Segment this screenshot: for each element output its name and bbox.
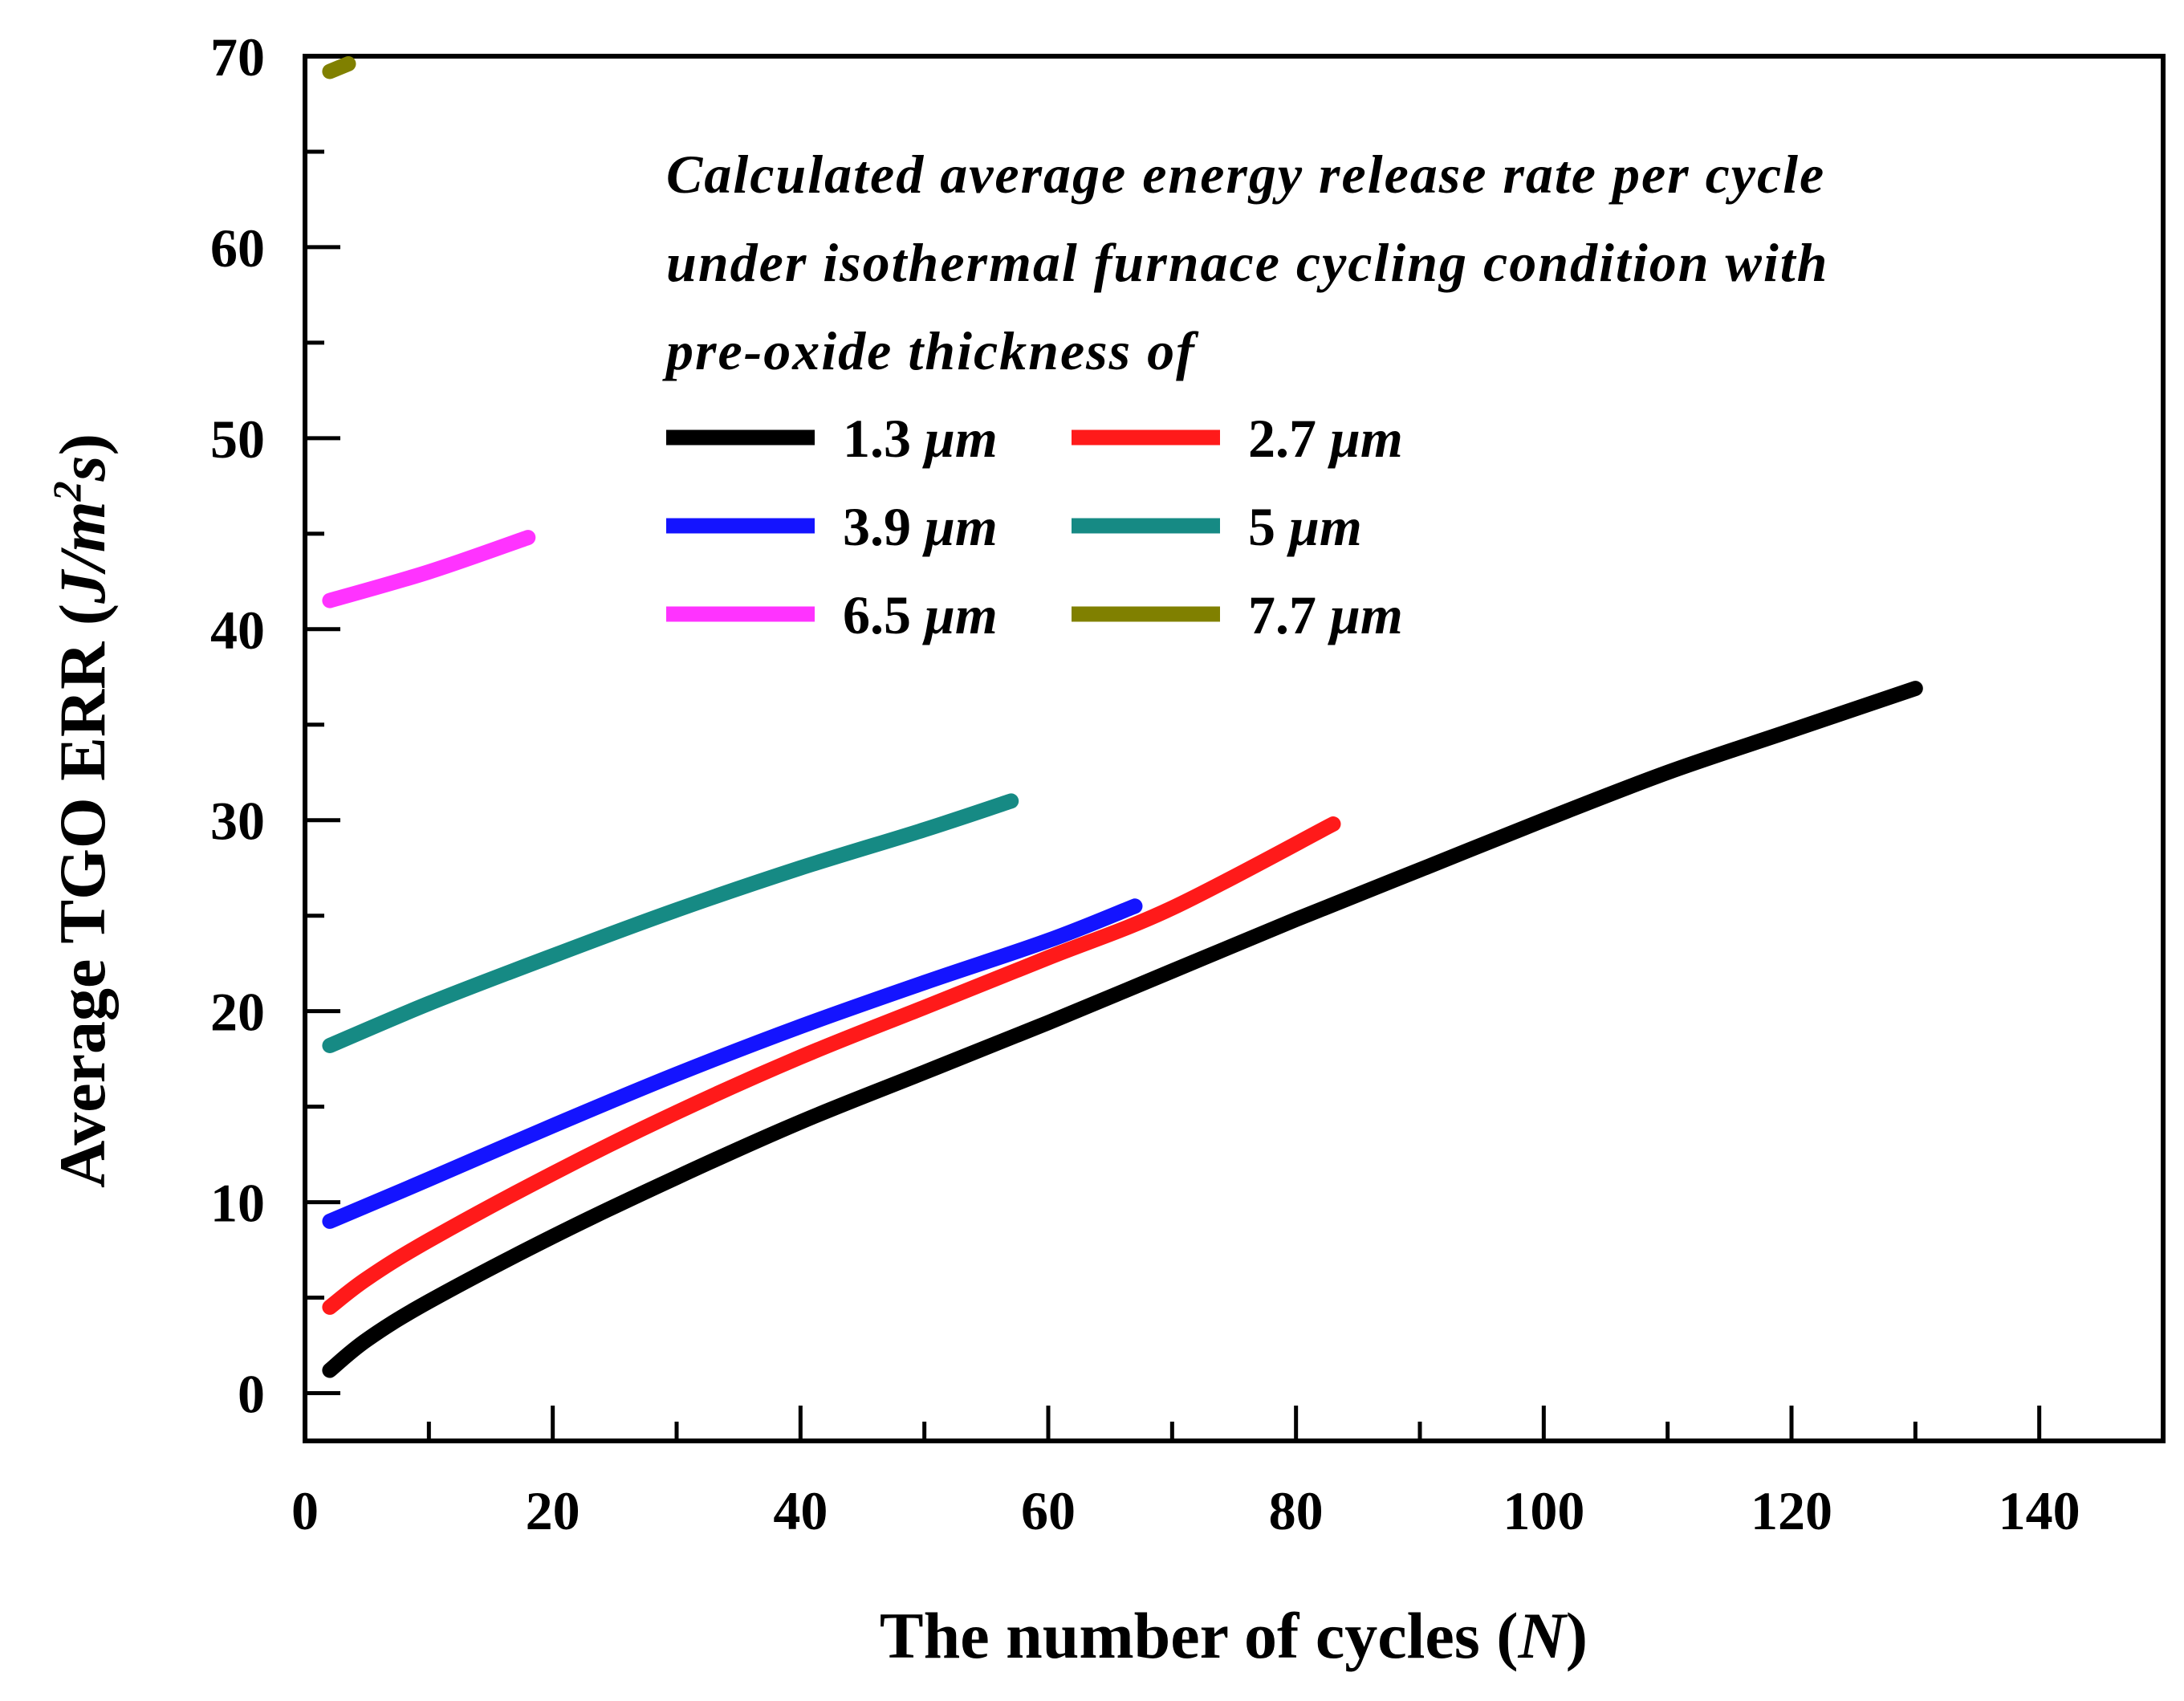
legend-label-3-9-um: 3.9 μm: [843, 496, 998, 557]
x-tick-label: 0: [291, 1480, 319, 1541]
x-tick-label: 140: [1999, 1480, 2080, 1541]
x-tick-label: 80: [1269, 1480, 1324, 1541]
y-tick-label: 60: [210, 218, 265, 279]
series-line-2-7-um: [322, 816, 1341, 1315]
x-tick-label: 60: [1021, 1480, 1076, 1541]
series-layer: [322, 56, 1923, 1378]
y-tick-label: 20: [210, 982, 265, 1043]
series-line-5-um: [322, 793, 1019, 1053]
series-line-7-7-um: [322, 56, 356, 79]
x-tick-label: 20: [526, 1480, 580, 1541]
legend-label-6-5-um: 6.5 μm: [843, 584, 998, 645]
legend-items: 1.3 μm 2.7 μm 3.9 μm 5 μm 6.5 μm 7.7 μm: [666, 408, 1403, 645]
series-line-6-5-um: [322, 530, 536, 608]
legend-title-line-3: pre-oxide thickness of: [662, 320, 1199, 381]
legend-label-5-um: 5 μm: [1248, 496, 1362, 557]
series-line-1-3-um: [322, 681, 1923, 1378]
x-axis-title: The number of cycles (N): [880, 1599, 1588, 1672]
y-tick-label: 0: [238, 1364, 265, 1425]
series-line-3-9-um: [322, 898, 1143, 1229]
x-tick-label: 100: [1503, 1480, 1584, 1541]
y-axis-title: Average TGO ERR (J/m2s): [44, 433, 119, 1188]
x-tick-label: 40: [773, 1480, 828, 1541]
legend-label-7-7-um: 7.7 μm: [1248, 584, 1403, 645]
legend-label-1-3-um: 1.3 μm: [843, 408, 998, 469]
y-tick-label: 10: [210, 1173, 265, 1234]
y-tick-label: 50: [210, 409, 265, 470]
y-tick-label: 40: [210, 600, 265, 661]
plot-frame: [303, 54, 2166, 1443]
legend-title-line-1: Calculated average energy release rate p…: [666, 144, 1825, 205]
y-tick-label: 30: [210, 791, 265, 852]
x-axis-ticks: 0 20 40 60 80 100 120 140: [291, 1406, 2080, 1541]
y-axis-ticks: 0 10 20 30 40 50 60 70: [210, 26, 340, 1425]
legend: Calculated average energy release rate p…: [662, 144, 1829, 645]
legend-title-line-2: under isothermal furnace cycling conditi…: [666, 232, 1829, 293]
legend-label-2-7-um: 2.7 μm: [1248, 408, 1403, 469]
y-tick-label: 70: [210, 26, 265, 87]
x-tick-label: 120: [1751, 1480, 1832, 1541]
